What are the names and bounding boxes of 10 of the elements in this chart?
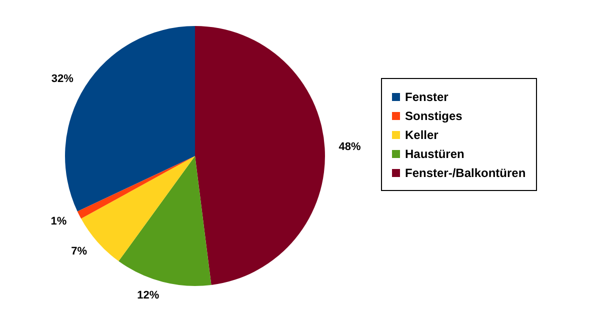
data-label: 1% <box>50 215 67 228</box>
data-label: 48% <box>338 140 361 153</box>
legend-label: Fenster <box>404 88 450 106</box>
legend-label: Sonstiges <box>404 108 464 124</box>
legend-label: Haustüren <box>404 146 466 162</box>
data-label: 12% <box>137 290 160 302</box>
data-label: 32% <box>51 72 74 85</box>
legend-label: Keller <box>404 126 440 144</box>
data-label: 7% <box>71 245 88 258</box>
legend-label: Fenster-/Balkontüren <box>404 164 526 182</box>
